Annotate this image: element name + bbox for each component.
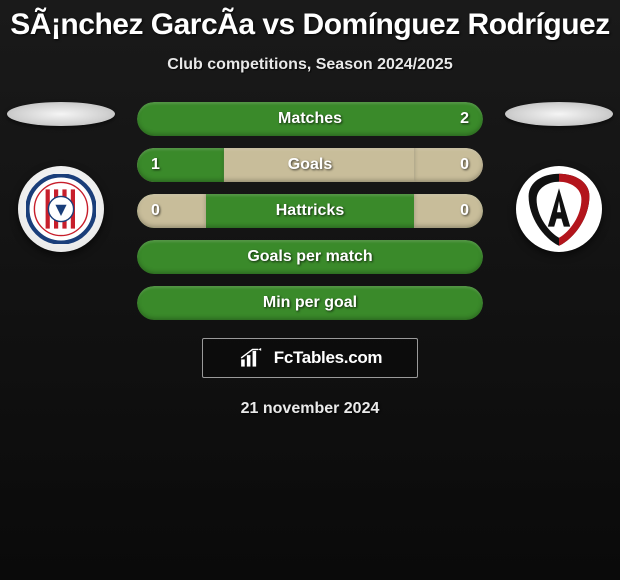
date-label: 21 november 2024: [241, 400, 380, 418]
stat-fill-right: [414, 148, 483, 182]
brand-box[interactable]: FcTables.com: [202, 338, 418, 378]
brand-chart-icon: [238, 348, 270, 368]
stat-row: Matches2: [137, 102, 483, 136]
stat-fill-right: [414, 194, 483, 228]
subtitle: Club competitions, Season 2024/2025: [167, 56, 452, 74]
stat-row: Hattricks00: [137, 194, 483, 228]
stat-value-right: 2: [460, 110, 469, 128]
stat-value-left: 1: [151, 156, 160, 174]
brand-text: FcTables.com: [274, 348, 383, 368]
stat-value-right: 0: [460, 202, 469, 220]
left-club-logo: [18, 166, 104, 252]
stat-row: Goals per match: [137, 240, 483, 274]
stat-fill-left: [137, 194, 206, 228]
stat-rows: Matches2Goals10Hattricks00Goals per matc…: [137, 102, 483, 320]
stat-value-right: 0: [460, 156, 469, 174]
stat-value-left: 0: [151, 202, 160, 220]
stat-row: Min per goal: [137, 286, 483, 320]
comparison-card: SÃ¡nchez GarcÃ­a vs Domínguez Rodríguez …: [0, 0, 620, 580]
left-player-column: [6, 102, 116, 252]
atlas-logo-icon: [519, 169, 599, 249]
stat-fill-left: [137, 148, 224, 182]
stat-row: Goals10: [137, 148, 483, 182]
page-title: SÃ¡nchez GarcÃ­a vs Domínguez Rodríguez: [10, 8, 609, 42]
left-player-name-plate: [7, 102, 115, 126]
main-area: Matches2Goals10Hattricks00Goals per matc…: [0, 102, 620, 320]
right-player-name-plate: [505, 102, 613, 126]
right-club-logo: [516, 166, 602, 252]
chivas-logo-icon: [26, 174, 96, 244]
right-player-column: [504, 102, 614, 252]
